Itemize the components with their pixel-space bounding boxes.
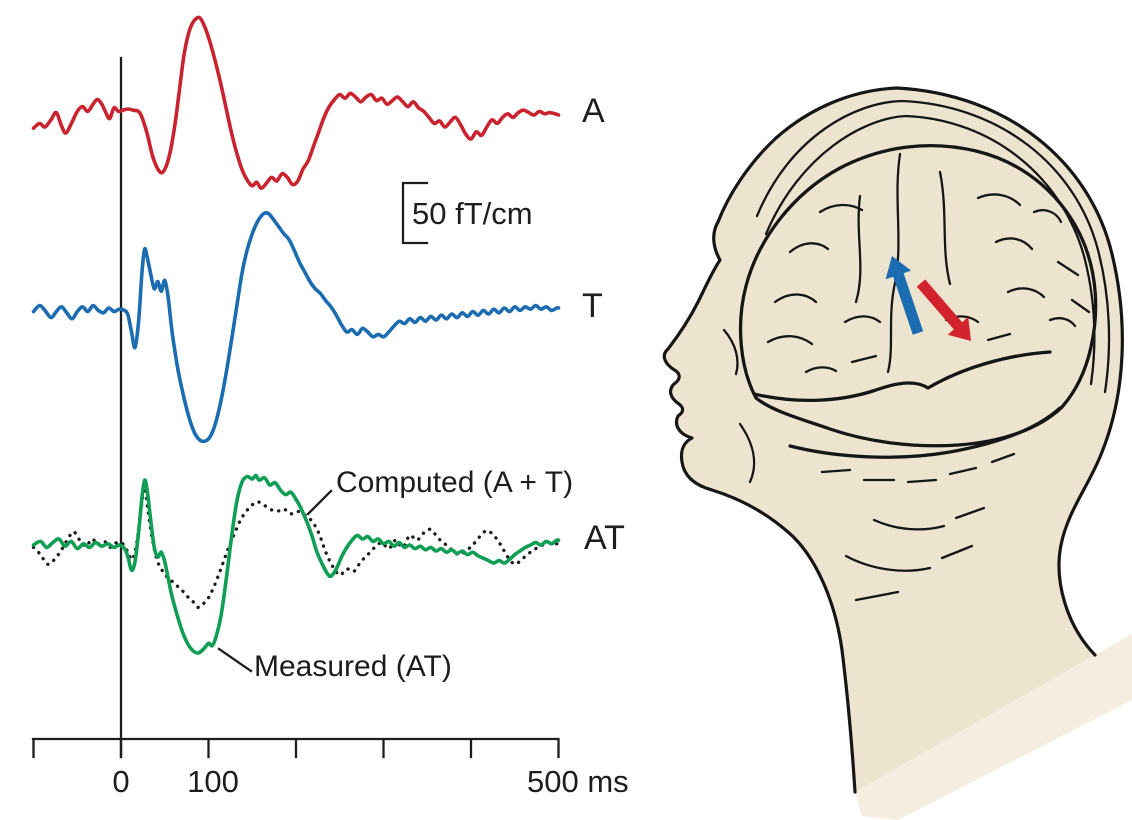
red-dipole-arrow	[916, 279, 971, 341]
scale-bar-label: 50 fT/cm	[412, 196, 533, 231]
waveform-traces	[31, 15, 971, 759]
trace-label-a: A	[582, 92, 605, 130]
x-tick-label-0: 0	[112, 764, 130, 799]
annotation-pointer-computed	[306, 489, 333, 516]
head-skin	[664, 88, 1123, 792]
skull-inner-lines	[755, 99, 1111, 394]
annotation-computed: Computed (A + T)	[336, 466, 574, 499]
trace-AT	[31, 473, 561, 655]
trace-T	[31, 211, 561, 444]
trace-label-t: T	[582, 287, 603, 325]
head-outline	[662, 86, 1124, 794]
annotation-measured: Measured (AT)	[254, 650, 452, 683]
x-tick-label-500ms: 500 ms	[527, 764, 629, 799]
annotation-pointer-measured	[217, 647, 253, 673]
head-crop-band	[855, 634, 1132, 820]
trace-A	[31, 15, 561, 190]
blue-dipole-arrow	[885, 256, 924, 335]
brain-outline	[738, 143, 1098, 459]
time-axis	[31, 737, 560, 759]
trace-label-at: AT	[584, 519, 625, 557]
brain-sulci	[722, 152, 1091, 602]
scale-bar-bracket	[401, 181, 429, 245]
x-tick-label-100: 100	[187, 764, 239, 799]
head-illustration	[662, 86, 1132, 820]
